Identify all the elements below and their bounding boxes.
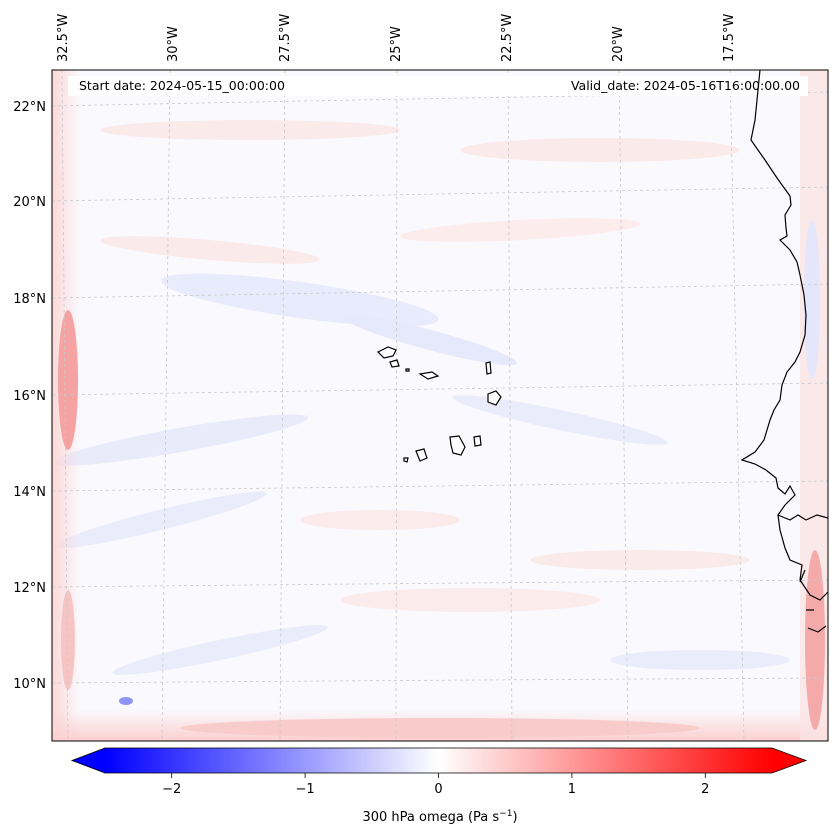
lon-label: 32.5°W (56, 14, 71, 62)
latitude-labels: 22°N 20°N 18°N 16°N 14°N 12°N 10°N (13, 100, 46, 692)
lon-label: 30°W (166, 26, 181, 62)
lon-label: 20°W (611, 26, 626, 62)
colorbar-tick-label: −1 (296, 782, 315, 797)
lon-label: 27.5°W (278, 14, 293, 62)
colorbar-ticks: −2 −1 0 1 2 (162, 773, 709, 797)
colorbar-min-extend (72, 748, 105, 773)
colorbar-tick-label: 1 (568, 782, 576, 797)
colorbar-max-extend (772, 748, 806, 773)
start-date-label: Start date: 2024-05-15_00:00:00 (79, 78, 285, 93)
lat-label: 12°N (13, 581, 46, 596)
lat-label: 20°N (13, 195, 46, 210)
african-coastline (740, 70, 828, 633)
header-band (68, 76, 808, 96)
colorbar-body (105, 748, 772, 773)
lat-label: 16°N (13, 389, 46, 404)
cape-verde-islands (376, 346, 502, 463)
lon-label: 22.5°W (500, 14, 515, 62)
lat-label: 18°N (13, 292, 46, 307)
colorbar-label: 300 hPa omega (Pa s−1) (362, 809, 517, 825)
lon-label: 17.5°W (722, 14, 737, 62)
lat-label: 22°N (13, 100, 46, 115)
colorbar-tick-label: −2 (162, 782, 181, 797)
colorbar-outline (70, 747, 808, 774)
lon-label: 25°W (389, 26, 404, 62)
longitude-labels: 32.5°W 30°W 27.5°W 25°W 22.5°W 20°W 17.5… (56, 14, 737, 62)
valid-date-label: Valid_date: 2024-05-16T16:00:00.00 (571, 78, 800, 93)
lat-label: 10°N (13, 677, 46, 692)
colorbar-tick-label: 0 (434, 782, 442, 797)
graticule (52, 70, 828, 741)
colorbar: −2 −1 0 1 2 300 hPa omega (Pa s−1) (70, 747, 808, 825)
colorbar-tick-label: 2 (701, 782, 709, 797)
lat-label: 14°N (13, 485, 46, 500)
map-frame (51, 69, 829, 742)
omega-field (52, 70, 828, 741)
